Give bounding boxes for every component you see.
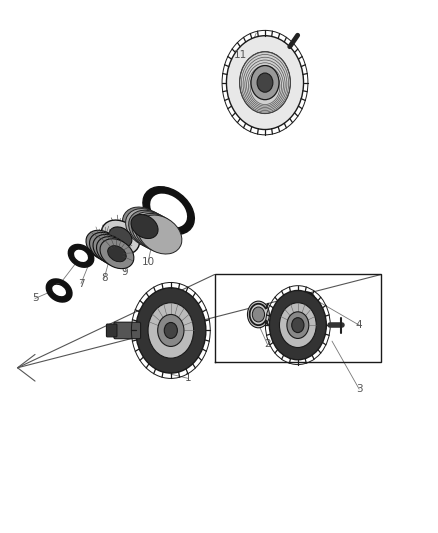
Ellipse shape [108, 246, 126, 262]
Ellipse shape [101, 241, 119, 257]
Circle shape [158, 314, 184, 346]
Ellipse shape [74, 249, 88, 263]
Ellipse shape [123, 207, 166, 246]
Text: 6: 6 [53, 283, 60, 293]
Ellipse shape [131, 214, 158, 239]
Circle shape [251, 66, 279, 100]
Ellipse shape [93, 235, 127, 264]
Text: 4: 4 [356, 320, 363, 330]
Text: 5: 5 [32, 294, 39, 303]
Ellipse shape [149, 192, 188, 229]
Text: 7: 7 [78, 279, 85, 288]
Text: 10: 10 [141, 257, 155, 267]
Ellipse shape [135, 213, 179, 253]
Ellipse shape [101, 220, 140, 254]
Text: 8: 8 [101, 273, 108, 283]
Text: 11: 11 [233, 50, 247, 60]
Text: 2: 2 [264, 339, 271, 349]
Text: 3: 3 [356, 384, 363, 394]
Ellipse shape [68, 245, 94, 267]
Circle shape [252, 307, 265, 322]
Circle shape [226, 36, 304, 130]
FancyBboxPatch shape [106, 324, 117, 337]
Circle shape [287, 312, 309, 338]
Ellipse shape [89, 232, 124, 262]
Ellipse shape [129, 210, 173, 249]
Circle shape [269, 290, 326, 360]
Ellipse shape [297, 292, 316, 316]
Ellipse shape [97, 239, 116, 255]
Ellipse shape [143, 187, 194, 235]
Ellipse shape [100, 239, 134, 269]
Ellipse shape [86, 230, 120, 260]
FancyBboxPatch shape [114, 322, 141, 339]
Ellipse shape [46, 279, 72, 302]
Ellipse shape [138, 215, 182, 254]
Circle shape [292, 318, 304, 333]
Circle shape [148, 303, 194, 358]
Text: 9: 9 [121, 267, 128, 277]
Ellipse shape [94, 237, 112, 253]
Ellipse shape [132, 212, 176, 251]
Ellipse shape [96, 237, 131, 266]
Ellipse shape [104, 244, 123, 260]
Circle shape [257, 73, 273, 92]
Ellipse shape [109, 227, 132, 247]
Text: 1: 1 [185, 374, 192, 383]
Ellipse shape [301, 297, 312, 310]
Circle shape [136, 288, 206, 373]
Circle shape [164, 322, 177, 338]
Ellipse shape [126, 208, 170, 248]
Circle shape [240, 52, 290, 114]
Ellipse shape [52, 284, 67, 297]
Circle shape [247, 301, 269, 328]
Circle shape [279, 303, 316, 348]
